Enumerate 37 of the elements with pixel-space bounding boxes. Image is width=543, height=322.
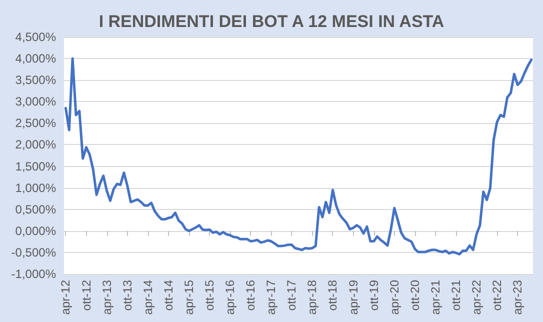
x-tick-label: ott-14 — [161, 280, 176, 311]
y-tick-label: -1,000% — [11, 267, 56, 281]
x-tick-label: ott-17 — [284, 280, 299, 311]
x-tick-label: ott-18 — [326, 280, 340, 311]
x-tick-label: apr-21 — [428, 280, 442, 315]
x-tick-label: ott-12 — [79, 280, 94, 311]
x-tick-label: apr-14 — [140, 280, 155, 315]
x-tick-label: apr-20 — [387, 280, 402, 315]
y-tick-label: 3,000% — [15, 94, 56, 109]
y-tick-label: 2,500% — [15, 116, 56, 130]
x-tick-label: ott-22 — [490, 280, 504, 311]
y-tick-label: 1,500% — [15, 159, 56, 174]
x-tick-label: apr-17 — [264, 280, 278, 315]
x-tick-label: apr-12 — [58, 280, 73, 315]
y-tick-label: 1,000% — [15, 180, 56, 195]
x-tick-label: apr-23 — [510, 280, 525, 315]
x-tick-label: apr-22 — [470, 280, 484, 315]
x-tick-label: apr-19 — [346, 280, 360, 315]
y-tick-label: -0,500% — [11, 245, 56, 260]
x-tick-label: ott-15 — [202, 280, 216, 311]
y-tick-label: 0,500% — [15, 202, 56, 216]
x-tick-label: ott-19 — [366, 280, 381, 311]
x-tick-label: apr-16 — [223, 280, 238, 315]
x-tick-label: apr-15 — [182, 280, 196, 315]
y-tick-label: 0,000% — [15, 224, 56, 238]
x-tick-label: ott-21 — [448, 280, 463, 311]
x-tick-label: apr-18 — [305, 280, 320, 315]
chart-title: I RENDIMENTI DEI BOT A 12 MESI IN ASTA — [98, 12, 444, 31]
x-tick-label: apr-13 — [100, 280, 114, 315]
line-series — [64, 57, 533, 256]
y-tick-label: 2,000% — [15, 138, 56, 152]
y-tick-label: 3,500% — [15, 73, 56, 88]
y-tick-label: 4,000% — [15, 52, 56, 66]
y-tick-label: 4,500% — [15, 30, 56, 44]
x-tick-label: ott-13 — [120, 280, 134, 311]
x-tick-label: ott-20 — [408, 280, 422, 311]
x-tick-label: ott-16 — [244, 280, 258, 311]
